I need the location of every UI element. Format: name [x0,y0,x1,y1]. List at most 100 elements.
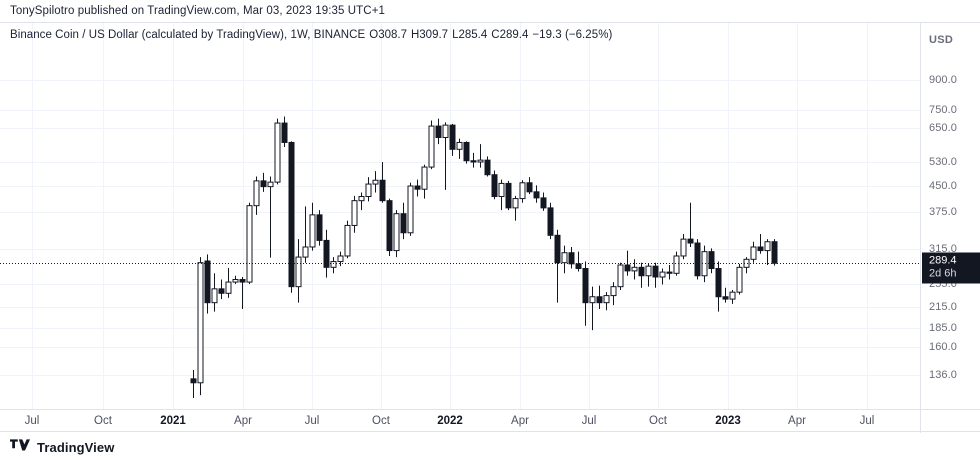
candle [547,207,554,236]
candle [295,256,302,288]
candle [561,252,568,264]
candle [267,181,274,188]
time-scale-separator [920,410,921,433]
candle [491,174,498,198]
candle-series [190,116,778,399]
candle [568,252,575,265]
legend-symbol-description: Binance Coin / US Dollar (calculated by … [10,29,285,41]
chart-plot-area[interactable] [0,23,920,409]
candle [582,268,589,304]
candle [421,166,428,190]
price-tick-label: 450.0 [929,180,958,192]
legend-change: −19.3 [532,29,562,41]
candle [407,185,414,234]
candle [435,125,442,138]
candle [393,213,400,252]
current-price-badge: 289.4 2d 6h [922,252,980,283]
candle [631,266,638,272]
candle [736,266,743,293]
candle [288,141,295,288]
candle [708,251,715,270]
chart-frame: Binance Coin / US Dollar (calculated by … [0,22,980,433]
candle [239,279,246,283]
candle [771,241,778,264]
candle [687,238,694,244]
time-scale[interactable]: Jul Oct 2021 Apr Jul Oct 2022 Apr Jul Oct 2023 Apr J… [0,409,980,433]
candle [253,180,260,207]
price-tick-label: 185.0 [929,322,958,334]
legend-open: O308.7 [369,29,407,41]
candle [232,279,239,283]
legend-high: H309.7 [410,29,449,41]
attribution-bar: TonySpilotro published on TradingView.co… [10,5,386,17]
candle [652,265,659,278]
candle [610,286,617,297]
candle [330,261,337,268]
candle [666,271,673,274]
candle [365,183,372,198]
candle [456,141,463,150]
time-tick-label: Apr [234,415,252,427]
legend-interval: 1W [290,29,308,41]
price-tick-label: 530.0 [929,156,958,168]
candle [372,179,379,185]
legend-low: L285.4 [452,29,488,41]
candle [645,265,652,277]
candle [225,281,232,294]
candle [260,180,267,188]
candle [673,255,680,274]
candle [512,198,519,209]
price-tick-label: 160.0 [929,341,958,353]
candle [414,185,421,190]
footer: TradingView [0,432,980,463]
time-tick-label: Jul [304,415,320,427]
candle [281,122,288,143]
candle [442,124,449,138]
price-tick-label: 900.0 [929,74,958,86]
candle [463,141,470,162]
candle [484,159,491,176]
price-tick-label: 650.0 [929,122,958,134]
candle [526,182,533,193]
chart-legend: Binance Coin / US Dollar (calculated by … [10,29,613,41]
candle [428,125,435,168]
candle [638,266,645,277]
time-tick-label: Oct [649,415,667,427]
candle [204,260,211,304]
candle [274,122,281,183]
candle [764,241,771,252]
time-tick-label: Jul [24,415,40,427]
time-tick-label: Oct [372,415,390,427]
candle [323,239,330,268]
candle [498,182,505,198]
current-price-value: 289.4 [929,254,957,266]
price-scale[interactable]: USD 900.0 750.0 650.0 530.0 450.0 375.0 315.0 2… [920,23,980,409]
time-tick-label: 2023 [715,415,741,427]
candle [659,271,666,278]
candle [337,255,344,263]
candle [505,182,512,209]
horizontal-gridlines [0,80,920,376]
candle [757,246,764,252]
candle [624,264,631,272]
legend-close: C289.4 [491,29,529,41]
price-tick-label: 750.0 [929,104,958,116]
candle [386,200,393,252]
candle [603,295,610,304]
candle [218,288,225,294]
candlestick-svg [0,23,920,409]
candle [750,246,757,260]
candle [379,179,386,202]
candle [554,234,561,264]
time-tick-label: Apr [788,415,806,427]
price-tick-label: 375.0 [929,206,958,218]
candle [316,214,323,241]
candle [729,291,736,300]
candle [302,246,309,258]
candle [246,205,253,283]
time-tick-label: 2021 [160,415,186,427]
candle [449,124,456,150]
time-tick-label: Apr [511,415,529,427]
candle [358,196,365,202]
candle [596,296,603,304]
